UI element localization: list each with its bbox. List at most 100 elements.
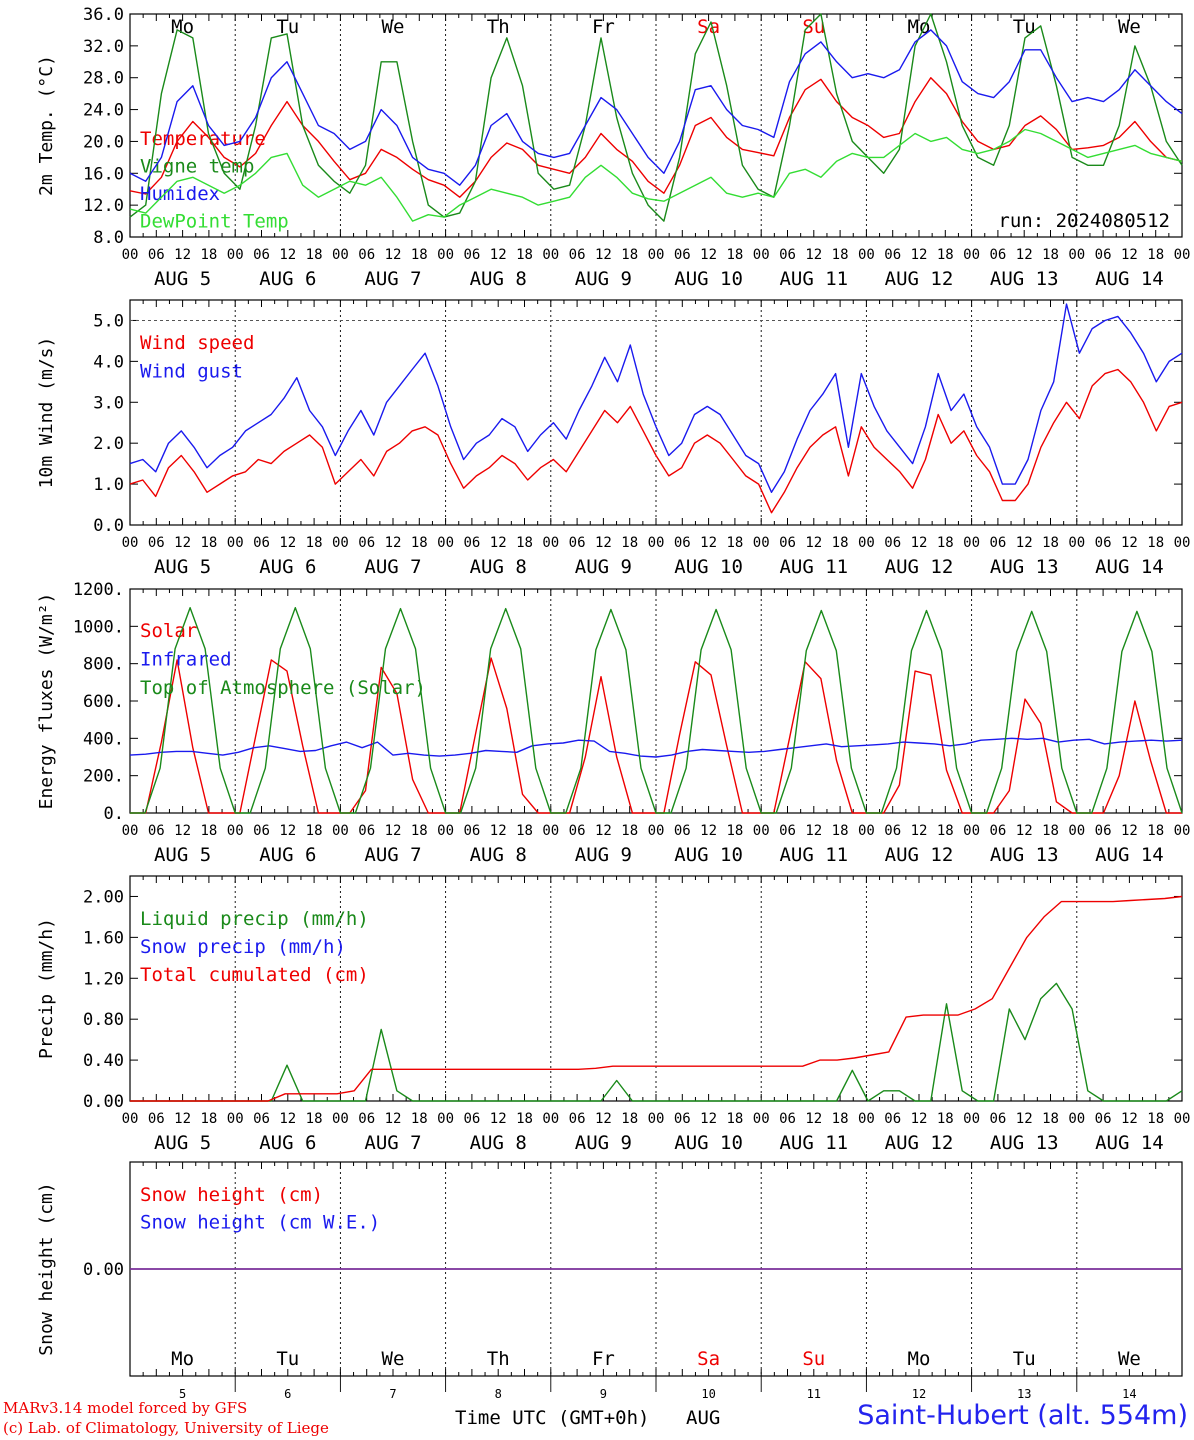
day-name-label: We xyxy=(382,16,405,38)
hour-tick-label: 18 xyxy=(411,247,428,263)
y-axis-label: 10m Wind (m/s) xyxy=(36,337,57,489)
legend-entry: Snow precip (mm/h) xyxy=(140,936,346,958)
hour-tick-label: 00 xyxy=(437,1111,454,1127)
lab-credit: (c) Lab. of Climatology, University of L… xyxy=(3,1419,329,1437)
y-tick-label: 0.00 xyxy=(83,1260,124,1280)
hour-tick-label: 06 xyxy=(779,823,796,839)
hour-tick-label: 18 xyxy=(306,535,323,551)
y-tick-label: 1.60 xyxy=(83,928,124,948)
hour-tick-label: 06 xyxy=(989,247,1006,263)
series-line-temperature xyxy=(129,76,1183,198)
series-line-dewpoint-temp xyxy=(129,128,1183,222)
day-name-label: Th xyxy=(487,1348,510,1370)
hour-tick-label: 18 xyxy=(832,1111,849,1127)
hour-tick-label: 00 xyxy=(227,247,244,263)
date-label: AUG 9 xyxy=(575,844,632,866)
model-credit: MARv3.14 model forced by GFS xyxy=(3,1399,248,1417)
hour-tick-label: 18 xyxy=(1042,247,1059,263)
legend-entry: Infrared xyxy=(140,649,232,671)
hour-tick-label: 12 xyxy=(805,1111,822,1127)
date-label: AUG 8 xyxy=(470,268,527,290)
day-name-label: Fr xyxy=(592,1348,615,1370)
hour-tick-label: 18 xyxy=(832,247,849,263)
hour-tick-label: 12 xyxy=(490,247,507,263)
hour-tick-label: 18 xyxy=(516,823,533,839)
hour-tick-label: 06 xyxy=(674,247,691,263)
hour-tick-label: 18 xyxy=(516,1111,533,1127)
date-label: AUG 5 xyxy=(154,556,211,578)
hour-tick-label: 06 xyxy=(358,247,375,263)
date-label: AUG 7 xyxy=(364,268,421,290)
hour-tick-label: 06 xyxy=(253,535,270,551)
hour-tick-label: 18 xyxy=(411,1111,428,1127)
day-name-label: Tu xyxy=(276,16,299,38)
hour-tick-label: 00 xyxy=(858,823,875,839)
hour-tick-label: 06 xyxy=(1095,247,1112,263)
hour-tick-label: 00 xyxy=(542,823,559,839)
hour-tick-label: 18 xyxy=(200,535,217,551)
hour-tick-label: 18 xyxy=(937,823,954,839)
hour-tick-label: 00 xyxy=(1174,247,1191,263)
hour-tick-label: 00 xyxy=(1068,535,1085,551)
hour-tick-label: 18 xyxy=(726,247,743,263)
hour-tick-label: 00 xyxy=(963,1111,980,1127)
hour-tick-label: 06 xyxy=(884,247,901,263)
hour-tick-label: 12 xyxy=(385,823,402,839)
legend-entry: Snow height (cm) xyxy=(140,1184,323,1206)
legend-entry: Humidex xyxy=(140,183,220,205)
hour-tick-label: 00 xyxy=(858,535,875,551)
run-annotation: run: 2024080512 xyxy=(998,210,1170,232)
hour-tick-label: 06 xyxy=(463,823,480,839)
hour-tick-label: 00 xyxy=(1068,247,1085,263)
hour-tick-label: 00 xyxy=(753,823,770,839)
y-tick-label: 28.0 xyxy=(83,69,124,89)
day-name-label: Su xyxy=(802,16,825,38)
y-tick-label: 0. xyxy=(104,804,124,824)
hour-tick-label: 00 xyxy=(1068,1111,1085,1127)
date-label: AUG 12 xyxy=(885,844,954,866)
hour-tick-label: 12 xyxy=(911,1111,928,1127)
y-axis-label: Precip (mm/h) xyxy=(36,918,57,1059)
day-number-label: 11 xyxy=(807,1387,821,1401)
date-label: AUG 13 xyxy=(990,556,1059,578)
y-axis-label: 2m Temp. (°C) xyxy=(36,55,57,196)
hour-tick-label: 12 xyxy=(595,1111,612,1127)
hour-tick-label: 12 xyxy=(490,535,507,551)
legend-entry: DewPoint Temp xyxy=(140,211,289,233)
hour-tick-label: 00 xyxy=(753,247,770,263)
hour-tick-label: 12 xyxy=(279,535,296,551)
date-label: AUG 14 xyxy=(1095,844,1164,866)
hour-tick-label: 06 xyxy=(1095,1111,1112,1127)
hour-tick-label: 00 xyxy=(227,823,244,839)
hour-tick-label: 00 xyxy=(1174,823,1191,839)
y-tick-label: 0.0 xyxy=(93,516,124,536)
hour-tick-label: 06 xyxy=(779,247,796,263)
hour-tick-label: 00 xyxy=(963,823,980,839)
hour-tick-label: 12 xyxy=(490,1111,507,1127)
hour-tick-label: 12 xyxy=(1016,535,1033,551)
date-label: AUG 12 xyxy=(885,1132,954,1154)
hour-tick-label: 06 xyxy=(1095,823,1112,839)
hour-tick-label: 12 xyxy=(911,823,928,839)
hour-tick-label: 06 xyxy=(674,1111,691,1127)
hour-tick-label: 12 xyxy=(1121,535,1138,551)
hour-tick-label: 12 xyxy=(700,823,717,839)
date-label: AUG 9 xyxy=(575,556,632,578)
hour-tick-label: 12 xyxy=(805,823,822,839)
hour-tick-label: 18 xyxy=(1147,535,1164,551)
day-name-label: Mo xyxy=(171,16,194,38)
series-line-vigne-temp xyxy=(129,13,1183,222)
date-label: AUG 13 xyxy=(990,268,1059,290)
date-label: AUG 11 xyxy=(779,1132,848,1154)
hour-tick-label: 18 xyxy=(937,247,954,263)
hour-tick-label: 06 xyxy=(463,1111,480,1127)
date-label: AUG 14 xyxy=(1095,1132,1164,1154)
date-label: AUG 12 xyxy=(885,556,954,578)
hour-tick-label: 06 xyxy=(779,535,796,551)
hour-tick-label: 00 xyxy=(227,535,244,551)
hour-tick-label: 12 xyxy=(174,535,191,551)
hour-tick-label: 06 xyxy=(569,535,586,551)
date-label: AUG 5 xyxy=(154,1132,211,1154)
hour-tick-label: 12 xyxy=(279,247,296,263)
legend-entry: Wind gust xyxy=(140,361,243,383)
